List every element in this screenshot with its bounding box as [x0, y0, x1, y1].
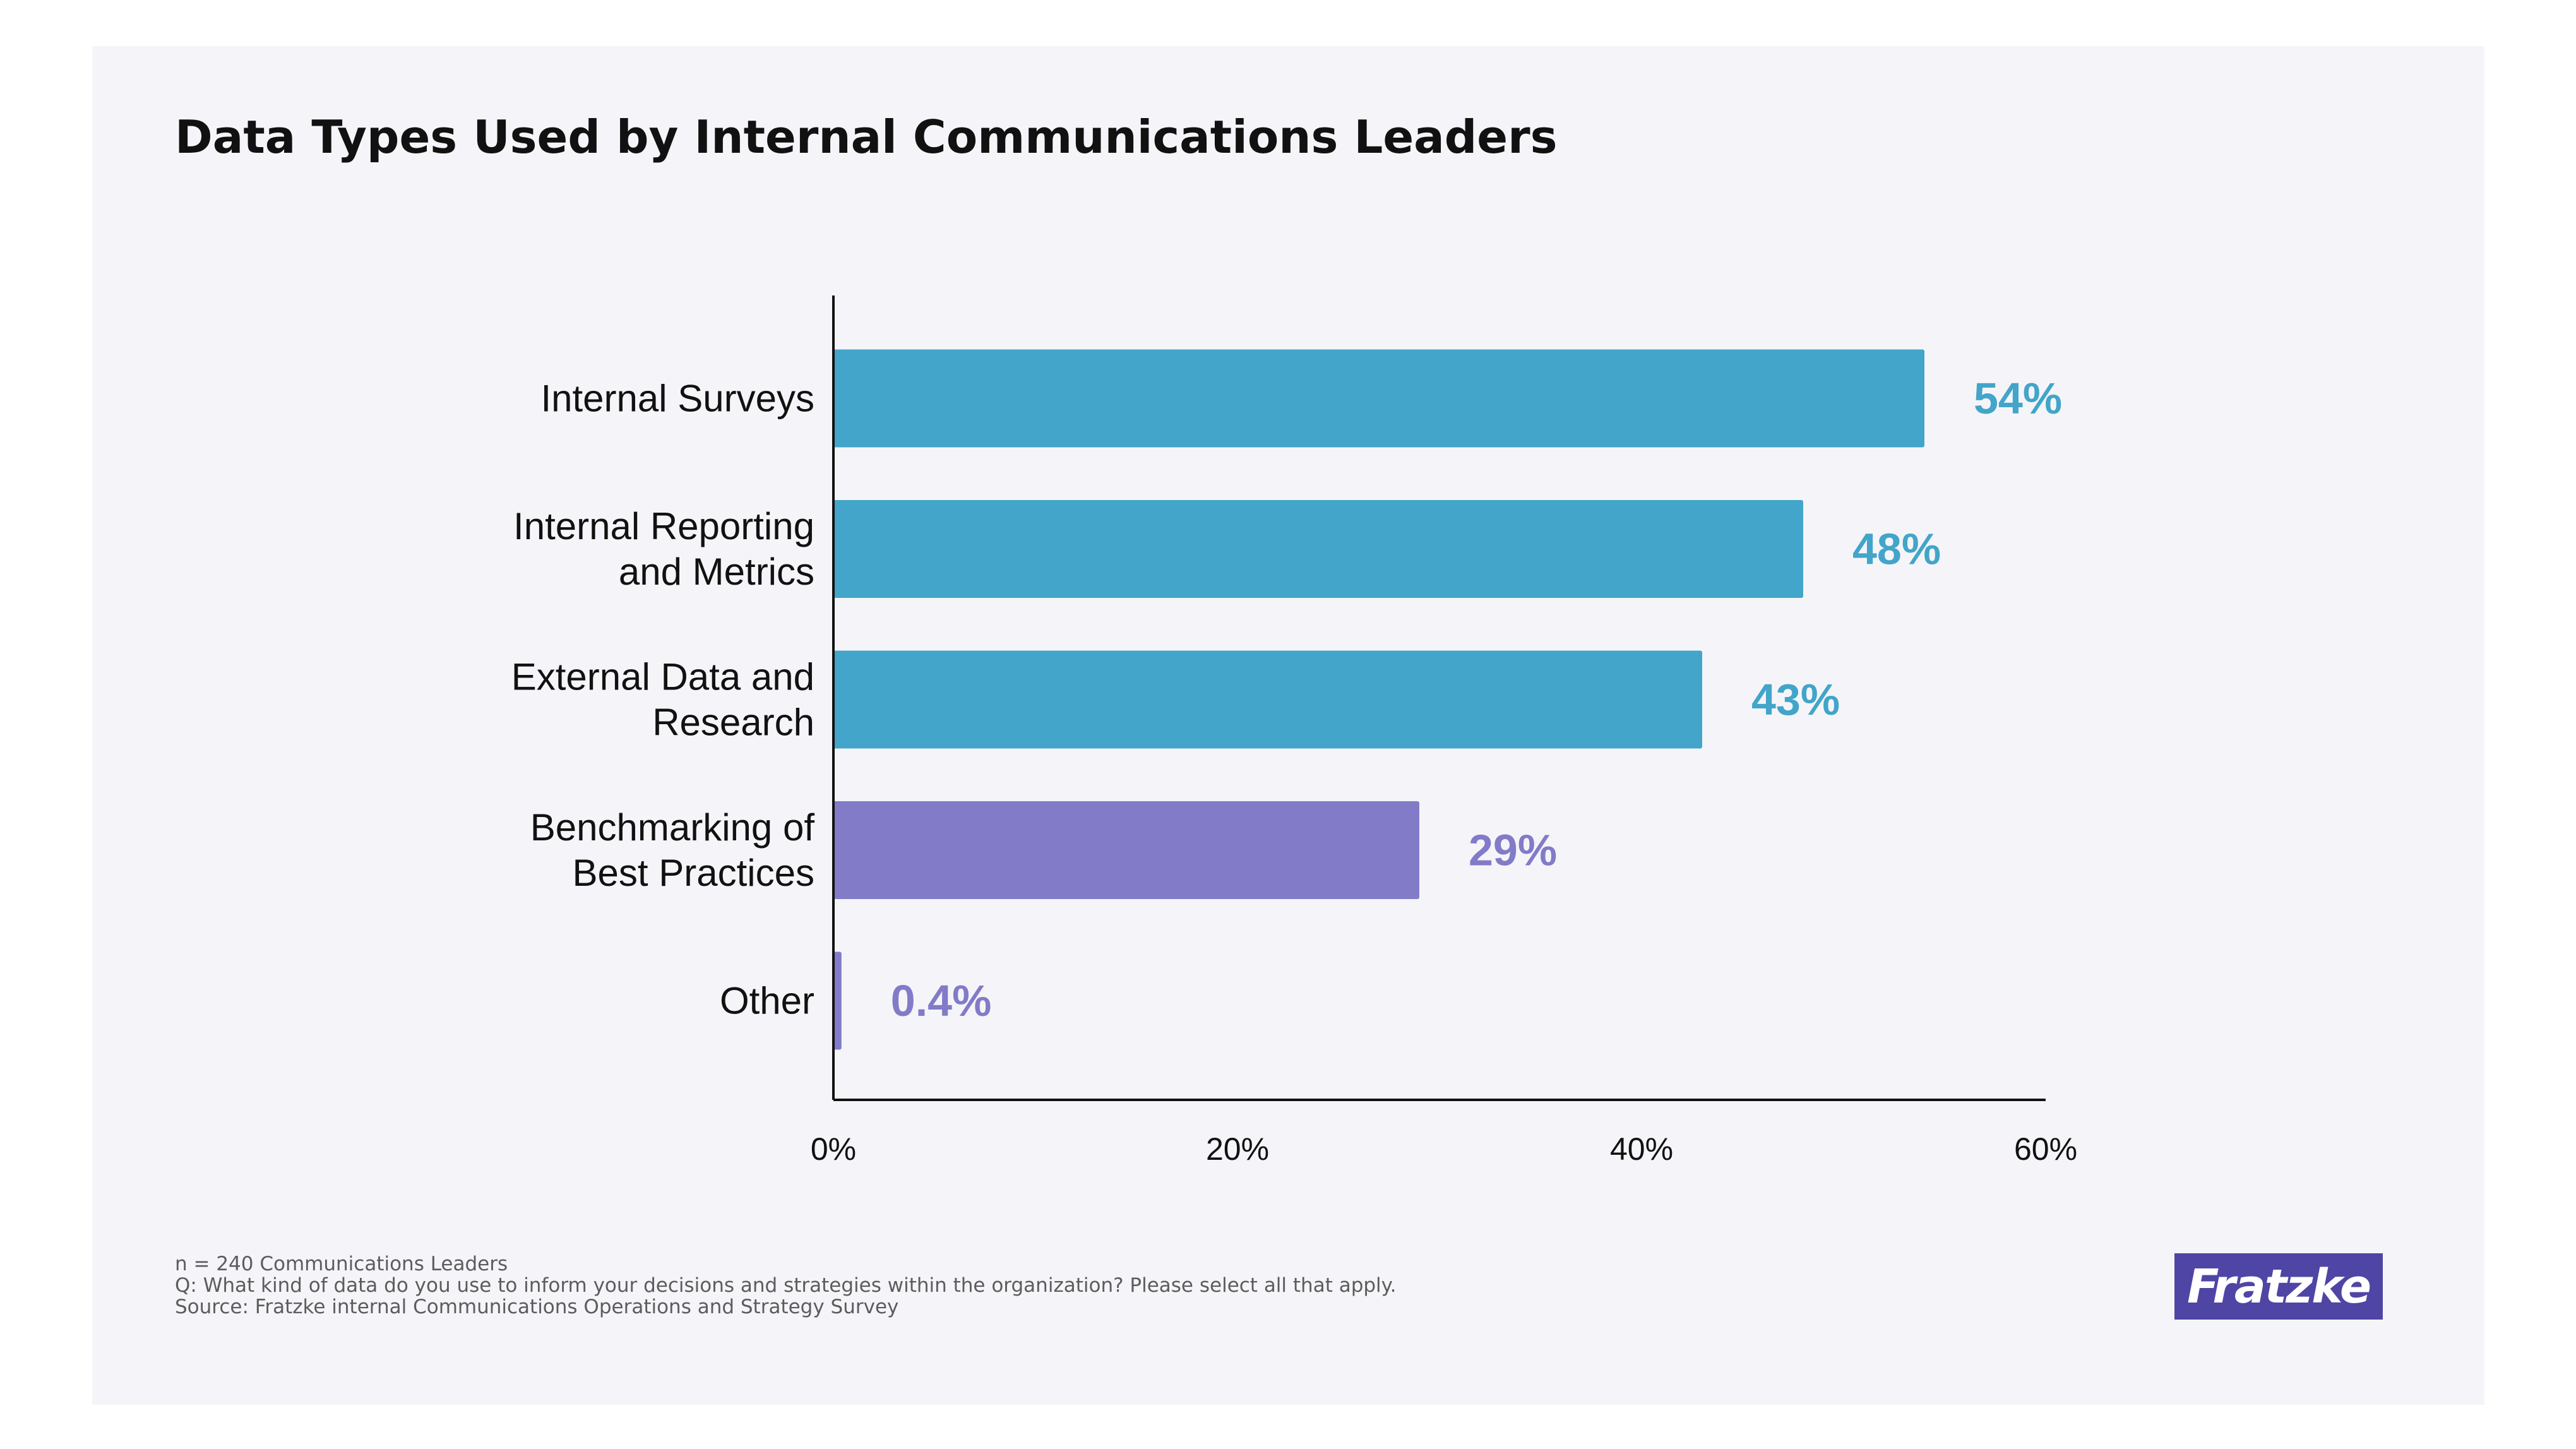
- category-label: Best Practices: [573, 852, 814, 894]
- category-label: and Metrics: [619, 551, 814, 593]
- value-label: 29%: [1469, 826, 1557, 875]
- category-label: External Data and: [511, 656, 814, 698]
- category-label: Internal Reporting: [513, 505, 814, 547]
- value-label: 43%: [1751, 675, 1840, 724]
- bar: [833, 801, 1419, 899]
- x-tick-label: 20%: [1206, 1131, 1269, 1167]
- x-tick-label: 40%: [1610, 1131, 1673, 1167]
- category-label: Research: [652, 701, 814, 744]
- fratzke-logo: Fratzke: [2174, 1253, 2383, 1320]
- bar: [833, 500, 1803, 598]
- value-label: 0.4%: [891, 976, 992, 1025]
- bar: [833, 650, 1702, 749]
- category-label: Other: [720, 980, 814, 1022]
- source-note: Source: Fratzke internal Communications …: [175, 1296, 899, 1318]
- value-label: 54%: [1974, 374, 2062, 423]
- x-tick-label: 0%: [811, 1131, 856, 1167]
- category-label: Internal Surveys: [540, 378, 814, 420]
- chart-title: Data Types Used by Internal Communicatio…: [175, 110, 1558, 164]
- value-label: 48%: [1852, 525, 1941, 574]
- sample-size-note: n = 240 Communications Leaders: [175, 1253, 508, 1275]
- bar: [833, 349, 1924, 448]
- survey-question-note: Q: What kind of data do you use to infor…: [175, 1274, 1397, 1297]
- footnotes: n = 240 Communications Leaders Q: What k…: [175, 1253, 1396, 1318]
- bar: [833, 951, 842, 1050]
- x-tick-label: 60%: [2014, 1131, 2077, 1167]
- category-label: Benchmarking of: [530, 806, 815, 849]
